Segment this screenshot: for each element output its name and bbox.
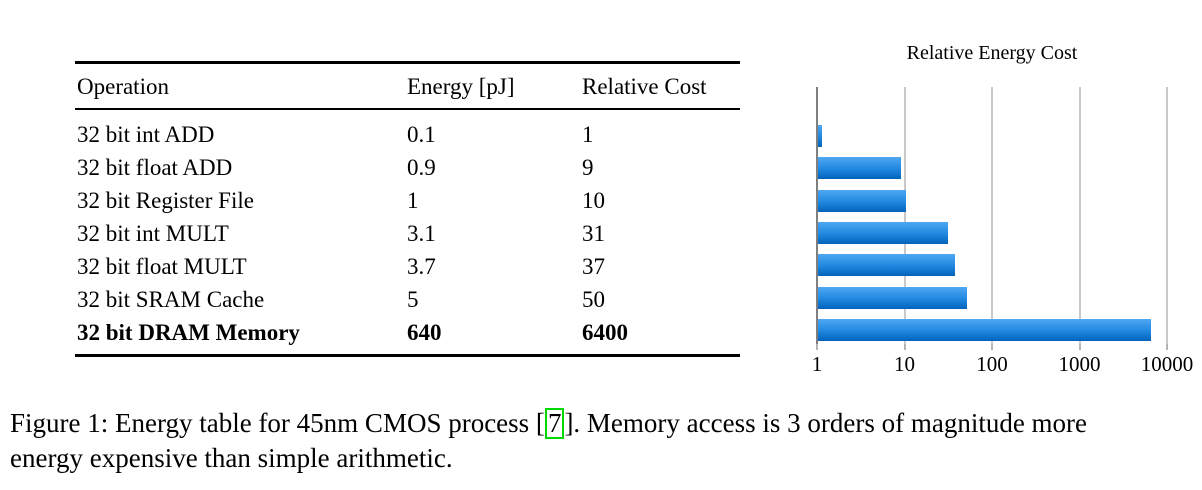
- cell-energy: 0.1: [407, 122, 436, 147]
- bar-32-bit-float-mult: [818, 254, 956, 277]
- bar-32-bit-sram-cache: [818, 286, 967, 309]
- cell-energy: 3.1: [407, 221, 436, 246]
- bar-32-bit-int-add: [818, 125, 822, 147]
- table-row: 32 bit DRAM Memory 640 6400: [75, 316, 740, 356]
- tick-mark-10000: [1166, 344, 1168, 350]
- cell-operation: 32 bit int ADD: [77, 122, 215, 147]
- table-row: 32 bit SRAM Cache 5 50: [75, 283, 740, 316]
- cell-relative-cost: 31: [582, 221, 605, 246]
- energy-table: Operation Energy [pJ] Relative Cost 32 b…: [75, 61, 740, 357]
- bar-32-bit-float-add: [818, 157, 902, 180]
- column-header-relative-cost: Relative Cost: [580, 62, 740, 110]
- cell-energy: 0.9: [407, 155, 436, 180]
- table-row: 32 bit float MULT 3.7 37: [75, 250, 740, 283]
- cell-relative-cost: 6400: [582, 320, 628, 345]
- tick-mark-100: [991, 344, 993, 350]
- table-row: 32 bit int MULT 3.1 31: [75, 217, 740, 250]
- gridline-1000: [1078, 87, 1081, 344]
- figure-caption: Figure 1: Energy table for 45nm CMOS pro…: [10, 406, 1200, 475]
- cell-energy: 640: [407, 320, 442, 345]
- caption-text-line2: energy expensive than simple arithmetic.: [10, 442, 453, 473]
- cell-energy: 1: [407, 188, 419, 213]
- cell-operation: 32 bit int MULT: [77, 221, 229, 246]
- cell-operation: 32 bit SRAM Cache: [77, 287, 265, 312]
- chart-title: Relative Energy Cost: [906, 42, 1078, 64]
- table-row: 32 bit Register File 1 10: [75, 184, 740, 217]
- cell-operation: 32 bit float ADD: [77, 155, 233, 180]
- bar-32-bit-register-file: [818, 189, 906, 212]
- cell-relative-cost: 1: [582, 122, 594, 147]
- cell-energy: 3.7: [407, 254, 436, 279]
- cell-relative-cost: 10: [582, 188, 605, 213]
- bar-32-bit-int-mult: [818, 221, 949, 244]
- x-tick-label-10: 10: [894, 352, 915, 376]
- relative-energy-cost-chart: Relative Energy Cost 1 10 100 1000 10000: [812, 0, 1194, 400]
- cell-operation: 32 bit DRAM Memory: [77, 320, 300, 345]
- caption-text-prefix: Figure 1: Energy table for 45nm CMOS pro…: [10, 408, 545, 438]
- x-tick-label-1: 1: [811, 352, 823, 376]
- bar-32-bit-dram-memory: [818, 318, 1152, 341]
- tick-mark-1000: [1078, 344, 1081, 350]
- cell-energy: 5: [407, 287, 419, 312]
- y-axis-line: [816, 87, 818, 348]
- cell-relative-cost: 9: [582, 155, 594, 180]
- x-tick-label-100: 100: [976, 352, 1008, 376]
- gridline-100: [991, 87, 993, 344]
- cell-operation: 32 bit float MULT: [77, 254, 247, 279]
- caption-text-suffix: ]. Memory access is 3 orders of magnitud…: [564, 408, 1088, 438]
- column-header-energy: Energy [pJ]: [405, 62, 580, 110]
- cell-relative-cost: 37: [582, 254, 605, 279]
- table-header-row: Operation Energy [pJ] Relative Cost: [75, 62, 740, 110]
- table-row: 32 bit float ADD 0.9 9: [75, 151, 740, 184]
- cell-operation: 32 bit Register File: [77, 188, 254, 213]
- tick-mark-10: [903, 344, 906, 350]
- x-tick-label-10000: 10000: [1140, 352, 1194, 376]
- table-row: 32 bit int ADD 0.1 1: [75, 109, 740, 151]
- tick-mark-1: [816, 344, 818, 350]
- gridline-10: [903, 87, 906, 344]
- chart-plot: [816, 87, 1168, 350]
- citation-link-7[interactable]: 7: [544, 408, 565, 439]
- gridline-10000: [1166, 87, 1168, 344]
- x-tick-label-1000: 1000: [1058, 352, 1101, 376]
- cell-relative-cost: 50: [582, 287, 605, 312]
- table-body: 32 bit int ADD 0.1 1 32 bit float ADD 0.9 9 32…: [75, 109, 740, 356]
- column-header-operation: Operation: [75, 62, 405, 110]
